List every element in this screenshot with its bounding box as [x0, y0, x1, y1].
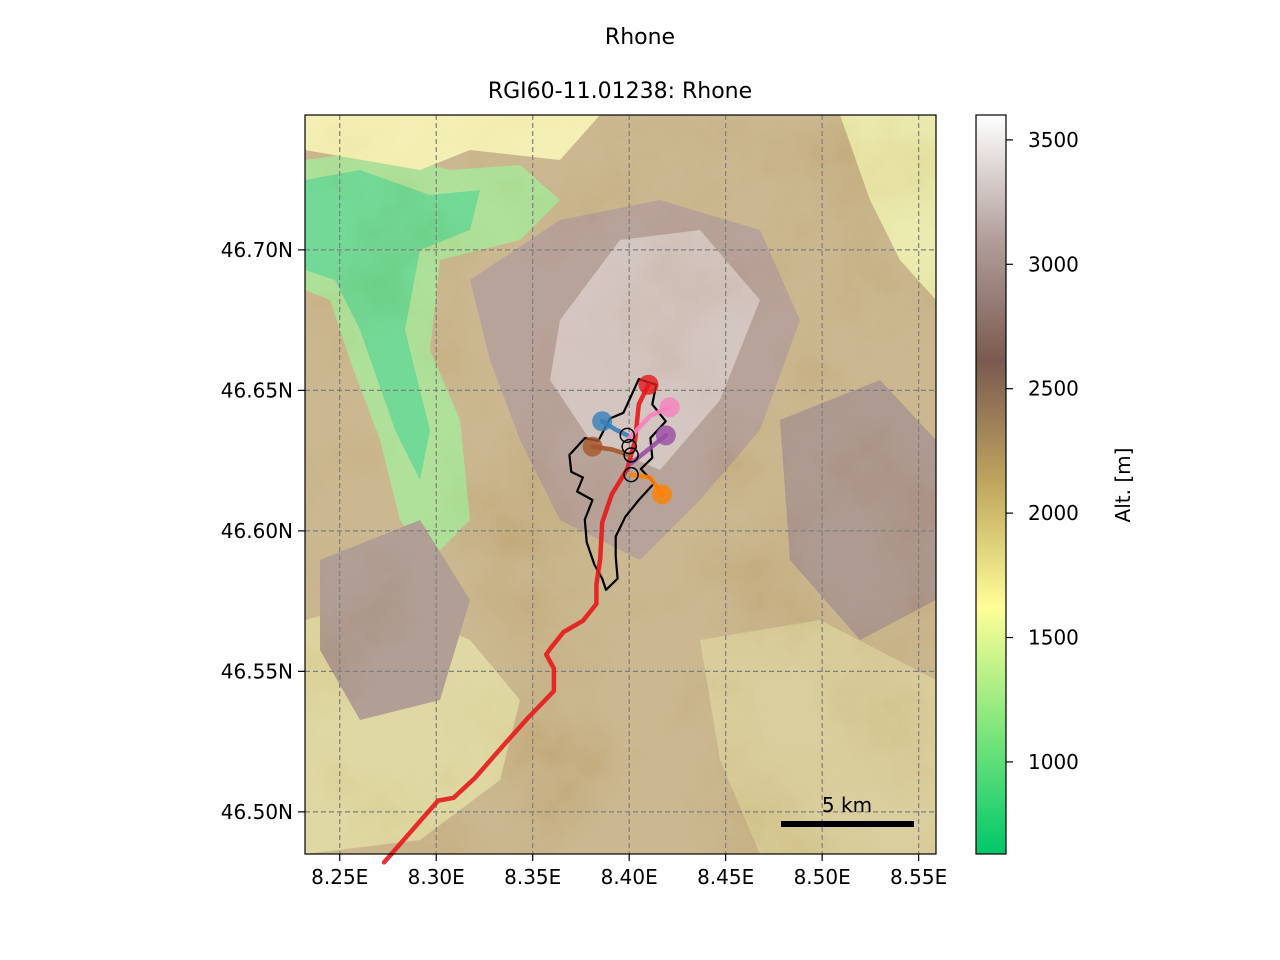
confluence-marker	[623, 466, 639, 483]
figure-suptitle: Rhone	[605, 25, 675, 50]
y-tick-label: 46.60N	[221, 519, 293, 543]
flowline-head-tributary-purple	[655, 425, 676, 446]
x-tick-label: 8.25E	[311, 865, 368, 889]
flowline-head-main	[638, 374, 659, 395]
terrain-layer	[305, 115, 936, 854]
x-tick-label: 8.55E	[890, 865, 947, 889]
colorbar-tick-label: 1500	[1028, 626, 1079, 650]
x-axis-ticks: 8.25E 8.30E 8.35E 8.40E 8.45E 8.50E 8.55E	[311, 854, 947, 889]
x-tick-label: 8.50E	[794, 865, 851, 889]
scale-bar: 5 km	[781, 793, 914, 827]
flowline-head-tributary-brown	[582, 436, 603, 457]
colorbar: 1000 1500 2000 2500 3000 3500 Alt. [m]	[975, 114, 1135, 855]
flowline-head-tributary-blue	[592, 411, 613, 432]
y-tick-label: 46.50N	[221, 800, 293, 824]
colorbar-tick-label: 3500	[1028, 128, 1079, 152]
map-frame	[304, 114, 937, 855]
colorbar-bar	[975, 114, 1007, 855]
y-tick-label: 46.70N	[221, 238, 293, 262]
flowline-main	[381, 382, 651, 865]
confluence-marker	[621, 438, 637, 455]
colorbar-tick-label: 2000	[1028, 501, 1079, 525]
map-title: RGI60-11.01238: Rhone	[488, 79, 752, 104]
x-tick-label: 8.40E	[601, 865, 658, 889]
scale-bar-label: 5 km	[822, 793, 872, 817]
x-tick-label: 8.30E	[408, 865, 465, 889]
x-tick-label: 8.35E	[504, 865, 561, 889]
map-panel: 5 km 8.25E 8.30E 8.35E 8.40E 8.45E 8.50E 8.55E…	[221, 114, 947, 889]
flowline-head-tributary-pink	[659, 397, 680, 418]
y-axis-ticks: 46.70N 46.65N 46.60N 46.55N 46.50N	[221, 238, 305, 824]
confluence-marker	[623, 447, 639, 463]
flowlines	[381, 374, 680, 865]
confluence-markers	[619, 427, 639, 483]
y-tick-label: 46.55N	[221, 659, 293, 683]
colorbar-ticks: 1000 1500 2000 2500 3000 3500	[1006, 128, 1079, 774]
colorbar-tick-label: 3000	[1028, 252, 1079, 276]
colorbar-tick-label: 1000	[1028, 750, 1079, 774]
terrain-relief	[305, 115, 936, 854]
y-tick-label: 46.65N	[221, 378, 293, 402]
colorbar-label: Alt. [m]	[1111, 448, 1135, 523]
confluence-marker	[619, 427, 636, 444]
x-tick-label: 8.45E	[697, 865, 754, 889]
map-grid	[305, 115, 936, 854]
flowline-head-tributary-orange	[651, 484, 672, 505]
colorbar-tick-label: 2500	[1028, 377, 1079, 401]
